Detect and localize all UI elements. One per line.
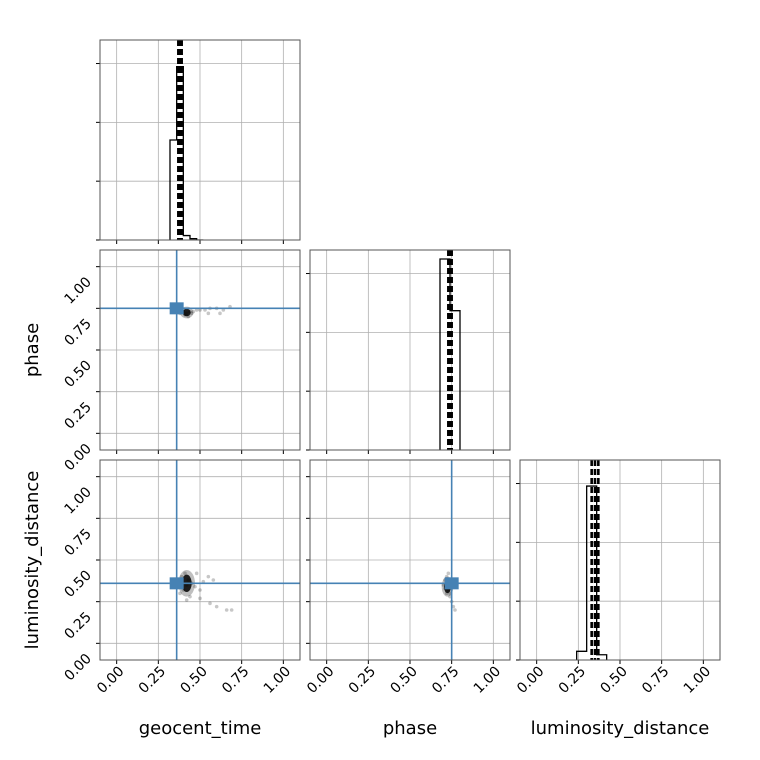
panel-frame — [99, 249, 301, 451]
x-tick-label: 0.75 — [429, 664, 462, 697]
x-axis-label-luminosity_distance: luminosity_distance — [531, 718, 710, 739]
truth-marker — [444, 577, 459, 590]
truth-marker — [169, 302, 184, 315]
y-tick-label: 1.00 — [61, 274, 94, 307]
sample-point — [211, 578, 216, 582]
x-tick-label: 0.25 — [346, 664, 379, 697]
x-tick-label: 0.50 — [387, 664, 420, 697]
histogram-phase — [439, 258, 461, 450]
x-tick-label: 0.00 — [94, 664, 127, 697]
x-axis-label-phase: phase — [383, 718, 437, 739]
y-tick-label: 1.00 — [61, 484, 94, 517]
histogram-geocent_time — [169, 66, 204, 240]
sample-point — [218, 311, 222, 316]
panel-frame — [99, 39, 301, 241]
sample-point — [178, 591, 182, 596]
y-tick-label: 0.00 — [61, 651, 94, 684]
x-tick-label: 0.50 — [177, 664, 210, 697]
y-tick-label: 0.00 — [61, 441, 94, 474]
sample-point — [453, 608, 457, 612]
x-tick-label: 0.25 — [556, 664, 589, 697]
y-tick-label: 0.25 — [61, 399, 94, 432]
histogram-luminosity_distance — [576, 485, 608, 660]
x-tick-label: 1.00 — [261, 664, 294, 697]
density-core — [182, 308, 191, 317]
x-tick-label: 1.00 — [471, 664, 504, 697]
panel-luminosity_distance-geocent_time: 0.000.250.500.751.000.00 0.25 0.50 0.75 1.00 — [61, 459, 301, 697]
x-tick-label: 0.00 — [514, 664, 547, 697]
sample-point — [198, 596, 202, 601]
y-tick-label: 0.50 — [61, 568, 94, 601]
y-tick-label: 0.25 — [61, 609, 94, 642]
x-axis-label-geocent_time: geocent_time — [139, 718, 262, 739]
panel-hist-luminosity_distance: 0.00 0.25 0.50 0.75 1.00 — [514, 459, 721, 697]
sample-point — [194, 571, 199, 576]
sample-point — [446, 571, 451, 576]
sample-point — [198, 588, 202, 592]
sample-point — [193, 584, 197, 589]
x-tick-label: 0.75 — [639, 664, 672, 697]
sample-point — [183, 571, 187, 576]
truth-marker — [169, 577, 184, 590]
sample-point — [184, 598, 189, 602]
panel-luminosity_distance-phase: 0.00 0.25 0.50 0.75 1.00 — [304, 459, 511, 697]
y-axis-label-phase: phase — [22, 323, 43, 377]
sample-point — [188, 594, 192, 599]
y-tick-label: 0.75 — [61, 526, 94, 559]
y-tick-label: 0.75 — [61, 316, 94, 349]
panel-frame — [309, 249, 511, 451]
sample-point — [206, 311, 211, 316]
panel-frame — [309, 459, 511, 661]
panel-frame — [519, 459, 721, 661]
sample-point — [229, 608, 234, 612]
x-tick-label: 0.25 — [136, 664, 169, 697]
y-axis-label-luminosity_distance: luminosity_distance — [22, 471, 43, 650]
x-tick-label: 0.00 — [304, 664, 337, 697]
y-tick-label: 0.50 — [61, 358, 94, 391]
x-tick-label: 0.50 — [597, 664, 630, 697]
panel-hist-geocent_time — [96, 39, 301, 244]
x-tick-label: 0.75 — [219, 664, 252, 697]
panel-frame — [99, 459, 301, 661]
sample-point — [206, 574, 211, 579]
sample-point — [224, 608, 229, 612]
sample-point — [189, 311, 194, 316]
sample-point — [208, 601, 212, 606]
panel-hist-phase — [306, 249, 511, 454]
x-tick-label: 1.00 — [681, 664, 714, 697]
panel-phase-geocent_time: 0.00 0.25 0.50 0.75 1.00 — [61, 249, 301, 474]
sample-point — [191, 309, 196, 314]
sample-point — [214, 604, 219, 609]
